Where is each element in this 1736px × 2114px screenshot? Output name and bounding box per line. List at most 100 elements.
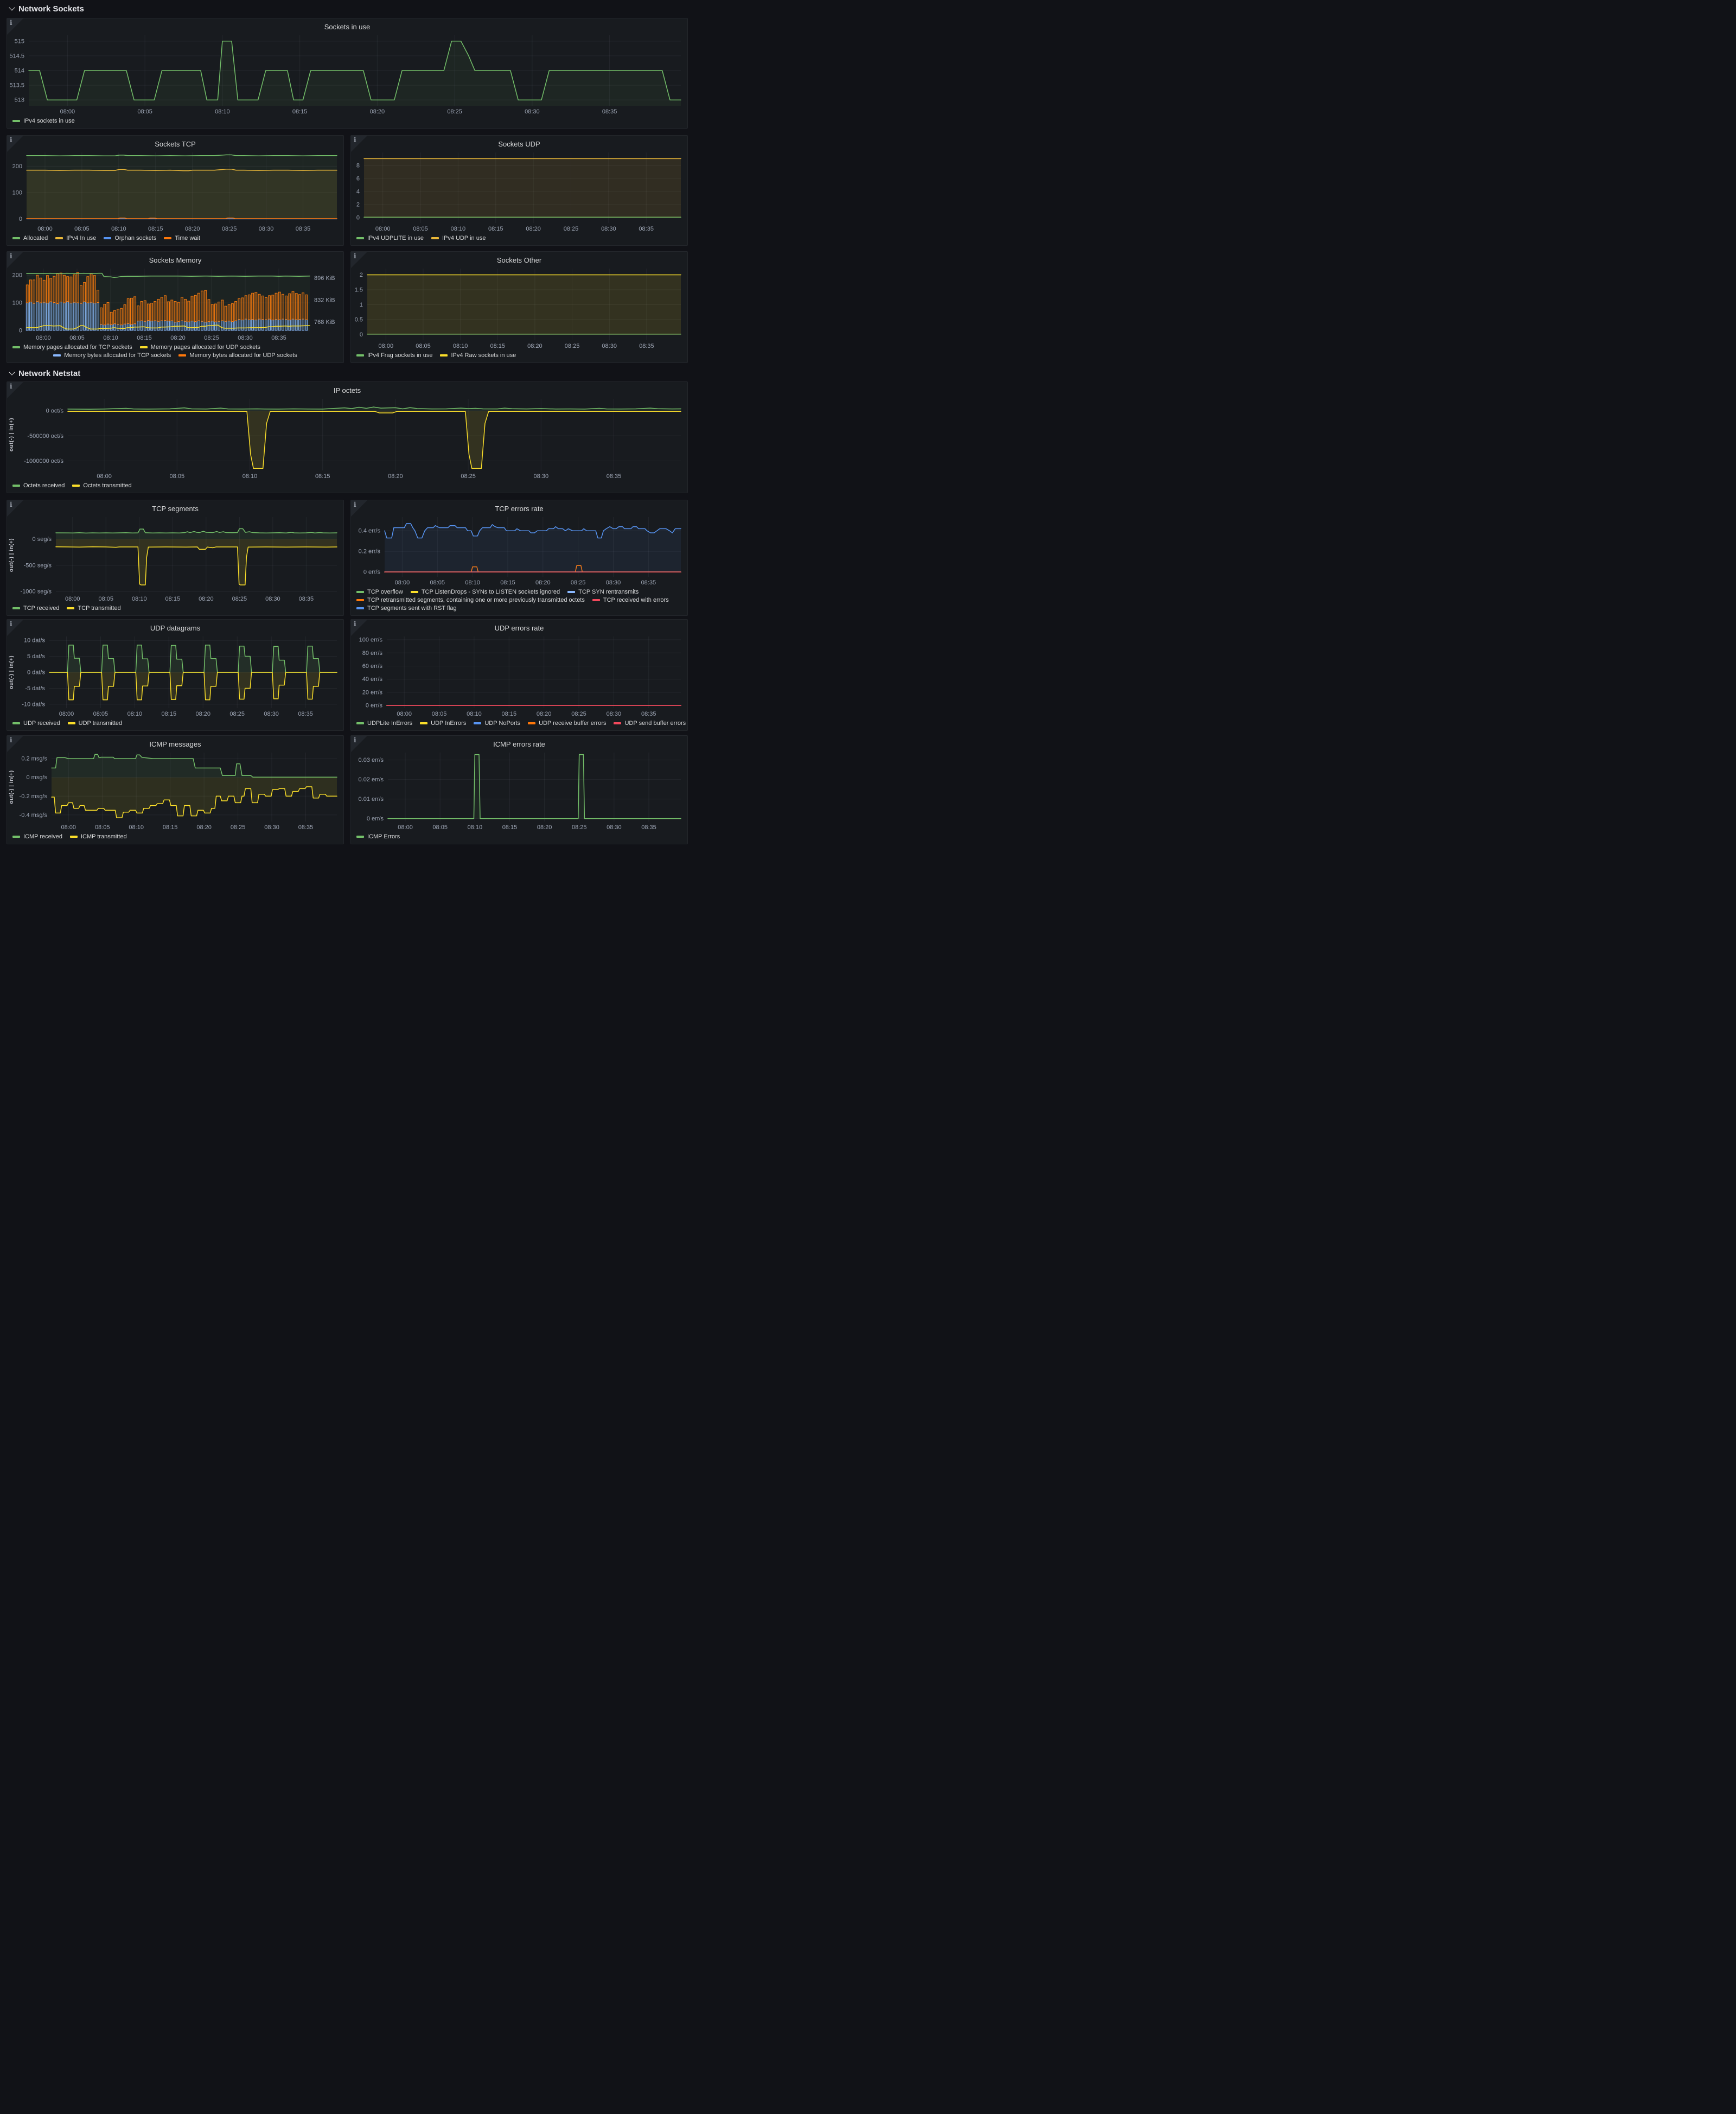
info-icon: i <box>354 736 356 744</box>
panel-info-corner[interactable]: i <box>7 136 23 152</box>
svg-text:0 oct/s: 0 oct/s <box>46 408 64 415</box>
panel-title[interactable]: ICMP messages <box>149 740 201 748</box>
chart-tcp-errors-rate: 08:00 08:05 08:10 08:15 08:20 08:25 08:30 08:35… <box>351 514 687 587</box>
legend-item[interactable]: TCP segments sent with RST flag <box>356 605 457 612</box>
svg-text:08:00: 08:00 <box>379 343 394 349</box>
panel-info-corner[interactable]: i <box>351 136 367 152</box>
svg-text:08:00: 08:00 <box>397 711 412 717</box>
svg-text:0 seg/s: 0 seg/s <box>33 536 52 543</box>
legend-label: IPv4 Frag sockets in use <box>367 352 433 359</box>
panel-sockets-in-use: i Sockets in use 08:00 08:05 08:10 08:15 08:… <box>7 18 688 129</box>
legend-item[interactable]: UDP receive buffer errors <box>528 720 606 727</box>
legend-label: TCP retransmitted segments, containing o… <box>367 597 585 603</box>
legend-item[interactable]: TCP SYN rentransmits <box>567 589 639 595</box>
panel-info-corner[interactable]: i <box>7 252 23 268</box>
panel-info-corner[interactable]: i <box>351 620 367 636</box>
legend-item[interactable]: UDP transmitted <box>67 720 122 727</box>
panel-title[interactable]: UDP datagrams <box>150 624 201 632</box>
panel-info-corner[interactable]: i <box>351 252 367 268</box>
panel-title[interactable]: TCP errors rate <box>495 505 544 513</box>
svg-text:08:10: 08:10 <box>129 824 144 831</box>
panel-info-corner[interactable]: i <box>7 18 23 35</box>
svg-text:08:30: 08:30 <box>607 824 622 831</box>
panel-title[interactable]: IP octets <box>333 386 361 394</box>
legend-item[interactable]: IPv4 UDP in use <box>431 235 486 241</box>
chart-icmp-messages: 08:00 08:05 08:10 08:15 08:20 08:25 08:30 08:35… <box>7 750 343 831</box>
legend-item[interactable]: IPv4 UDPLITE in use <box>356 235 424 241</box>
legend-item[interactable]: TCP retransmitted segments, containing o… <box>356 597 585 603</box>
panel-title[interactable]: Sockets Memory <box>149 256 202 264</box>
legend-label: ICMP transmitted <box>80 833 127 840</box>
svg-text:513.5: 513.5 <box>9 82 24 89</box>
legend-item[interactable]: UDPLite InErrors <box>356 720 412 727</box>
legend-item[interactable]: IPv4 Raw sockets in use <box>440 352 516 359</box>
legend-item[interactable]: TCP overflow <box>356 589 403 595</box>
legend-item[interactable]: TCP ListenDrops - SYNs to LISTEN sockets… <box>410 589 560 595</box>
svg-text:08:05: 08:05 <box>69 335 85 341</box>
legend-item[interactable]: Memory pages allocated for TCP sockets <box>12 344 132 351</box>
legend-item[interactable]: UDP received <box>12 720 60 727</box>
svg-text:8: 8 <box>356 162 360 169</box>
legend: IPv4 Frag sockets in use IPv4 Raw sockets… <box>351 350 687 362</box>
panel-title[interactable]: UDP errors rate <box>494 624 544 632</box>
legend-item[interactable]: ICMP Errors <box>356 833 400 840</box>
panel-title[interactable]: Sockets TCP <box>155 140 196 148</box>
legend-item[interactable]: Memory pages allocated for UDP sockets <box>139 344 260 351</box>
legend-item[interactable]: Orphan sockets <box>104 235 156 241</box>
panel-title[interactable]: ICMP errors rate <box>493 740 545 748</box>
svg-text:08:05: 08:05 <box>74 226 90 232</box>
panel-sockets-memory: i Sockets Memory 08:00 08:05 08:10 08:15 08:… <box>7 251 344 363</box>
panel-info-corner[interactable]: i <box>7 620 23 636</box>
chevron-down-icon <box>9 369 15 375</box>
legend-item[interactable]: Memory bytes allocated for UDP sockets <box>178 352 297 359</box>
svg-text:08:25: 08:25 <box>232 596 247 602</box>
info-icon: i <box>354 501 356 508</box>
panel-info-corner[interactable]: i <box>7 736 23 752</box>
legend-item[interactable]: IPv4 In use <box>55 235 96 241</box>
legend-item[interactable]: Allocated <box>12 235 48 241</box>
svg-text:08:35: 08:35 <box>607 473 622 480</box>
svg-text:08:25: 08:25 <box>204 335 219 341</box>
legend-swatch <box>592 599 600 601</box>
svg-text:08:25: 08:25 <box>231 824 246 831</box>
panel-info-corner[interactable]: i <box>7 500 23 517</box>
legend-swatch <box>528 722 536 724</box>
panel-title[interactable]: Sockets UDP <box>498 140 540 148</box>
section-title: Network Sockets <box>18 4 84 14</box>
legend-item[interactable]: UDP NoPorts <box>474 720 520 727</box>
panel-info-corner[interactable]: i <box>351 500 367 517</box>
panel-info-corner[interactable]: i <box>7 382 23 398</box>
svg-text:08:30: 08:30 <box>534 473 549 480</box>
legend-item[interactable]: Octets received <box>12 482 65 489</box>
svg-text:768 KiB: 768 KiB <box>314 319 335 326</box>
svg-text:80 err/s: 80 err/s <box>362 650 383 657</box>
legend-item[interactable]: ICMP received <box>12 833 62 840</box>
legend-swatch <box>420 722 428 724</box>
panel-info-corner[interactable]: i <box>351 736 367 752</box>
svg-text:08:30: 08:30 <box>264 711 279 717</box>
svg-text:08:15: 08:15 <box>163 824 178 831</box>
legend-item[interactable]: Octets transmitted <box>72 482 132 489</box>
panel-title[interactable]: Sockets Other <box>496 256 542 264</box>
legend-item[interactable]: UDP send buffer errors <box>614 720 686 727</box>
legend-item[interactable]: TCP received <box>12 605 59 612</box>
svg-text:08:30: 08:30 <box>264 824 279 831</box>
legend-item[interactable]: Time wait <box>164 235 200 241</box>
svg-text:08:20: 08:20 <box>370 109 385 115</box>
legend-swatch <box>356 722 364 724</box>
panel-title[interactable]: Sockets in use <box>324 23 371 31</box>
legend-item[interactable]: IPv4 sockets in use <box>12 118 75 124</box>
legend-item[interactable]: IPv4 Frag sockets in use <box>356 352 432 359</box>
legend-item[interactable]: UDP InErrors <box>420 720 466 727</box>
legend-item[interactable]: TCP transmitted <box>67 605 121 612</box>
section-header-network-netstat[interactable]: Network Netstat <box>9 368 80 379</box>
svg-text:100: 100 <box>12 300 22 307</box>
section-header-network-sockets[interactable]: Network Sockets <box>9 3 84 14</box>
legend-item[interactable]: TCP received with errors <box>592 597 669 603</box>
svg-text:513: 513 <box>15 97 24 104</box>
panel-title[interactable]: TCP segments <box>152 505 199 513</box>
svg-text:-5 dat/s: -5 dat/s <box>25 685 45 692</box>
legend-row: Memory bytes allocated for TCP sockets Me… <box>12 352 338 359</box>
legend-item[interactable]: Memory bytes allocated for TCP sockets <box>53 352 171 359</box>
legend-item[interactable]: ICMP transmitted <box>69 833 127 840</box>
